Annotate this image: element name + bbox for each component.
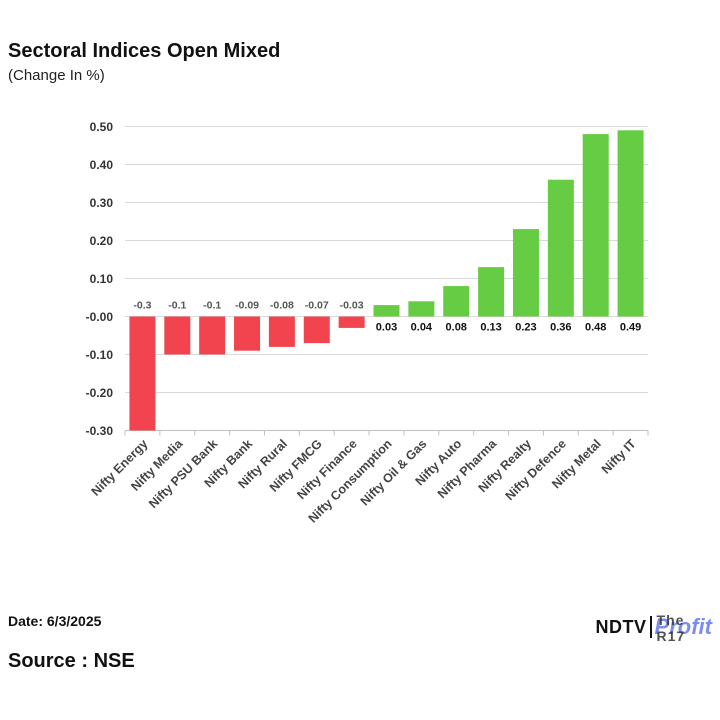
bar [408, 301, 435, 317]
bar [268, 316, 295, 347]
logo-ghost-text: The R17 [656, 612, 686, 644]
bar [164, 316, 191, 355]
data-label: -0.1 [168, 300, 186, 312]
bar [547, 179, 574, 317]
data-label: 0.49 [620, 322, 641, 334]
logo-profit-text: The R17 Profit [654, 612, 712, 644]
bar [373, 305, 400, 317]
date-label: Date: 6/3/2025 [8, 613, 102, 629]
data-label: -0.1 [203, 300, 221, 312]
y-tick-label: -0.00 [86, 310, 114, 324]
data-label: -0.07 [305, 300, 329, 312]
y-tick-label: -0.20 [86, 386, 114, 400]
bar [129, 316, 156, 431]
y-tick-label: 0.20 [90, 234, 114, 248]
data-label: -0.09 [235, 300, 259, 312]
logo-profit-word: Profit [654, 614, 712, 639]
y-tick-label: 0.40 [90, 158, 114, 172]
bar-chart: 0.500.400.300.200.10-0.00-0.10-0.20-0.30… [86, 120, 649, 526]
data-label: -0.3 [133, 300, 151, 312]
data-label: 0.08 [446, 322, 467, 334]
data-label: 0.03 [376, 322, 397, 334]
bar [582, 134, 609, 317]
y-tick-label: 0.50 [90, 120, 114, 134]
bar [234, 316, 261, 351]
y-tick-label: -0.10 [86, 348, 114, 362]
data-label: -0.03 [340, 300, 364, 312]
bar [338, 316, 365, 328]
bar [199, 316, 226, 355]
x-tick-label: Nifty IT [599, 436, 639, 476]
data-label: 0.48 [585, 322, 606, 334]
data-label: -0.08 [270, 300, 294, 312]
data-label: 0.36 [550, 322, 571, 334]
chart-title: Sectoral Indices Open Mixed [8, 40, 281, 62]
y-tick-label: 0.30 [90, 196, 114, 210]
bar [617, 130, 644, 317]
logo-ndtv-text: NDTV [595, 616, 647, 637]
bar [478, 267, 505, 317]
y-tick-label: 0.10 [90, 272, 114, 286]
chart-subtitle: (Change In %) [8, 67, 105, 84]
data-label: 0.13 [480, 322, 501, 334]
data-label: 0.04 [411, 322, 433, 334]
x-tick-label: Nifty Defence [503, 437, 569, 503]
source-label: Source : NSE [8, 650, 135, 672]
y-tick-label: -0.30 [86, 424, 114, 438]
bar [443, 286, 470, 317]
bar [303, 316, 330, 344]
logo-divider [649, 616, 652, 638]
ndtv-profit-logo: NDTV The R17 Profit [595, 612, 712, 644]
bar [512, 229, 539, 317]
data-label: 0.23 [515, 322, 536, 334]
